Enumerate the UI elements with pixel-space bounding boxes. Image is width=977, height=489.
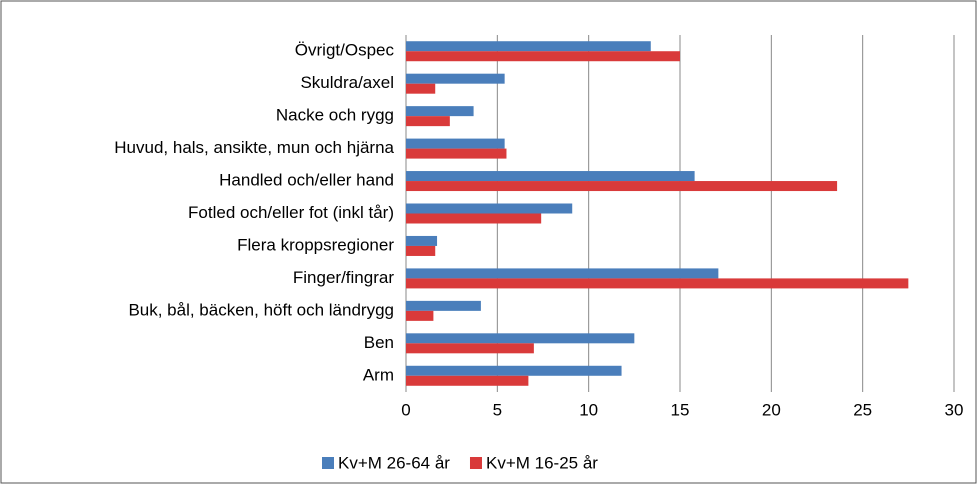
legend-label: Kv+M 16-25 år (486, 453, 598, 472)
y-tick-label: Övrigt/Ospec (295, 41, 395, 60)
legend-swatch (469, 457, 482, 469)
bar (406, 343, 534, 354)
bar (406, 106, 474, 117)
x-tick-label: 10 (579, 400, 598, 419)
bar (406, 235, 438, 246)
bar (406, 213, 542, 224)
bar (406, 333, 635, 344)
y-tick-label: Arm (363, 365, 394, 384)
y-tick-label: Buk, bål, bäcken, höft och ländrygg (128, 300, 394, 319)
y-tick-label: Fotled och/eller fot (inkl tår) (188, 203, 394, 222)
y-tick-label: Flera kroppsregioner (237, 235, 394, 254)
y-tick-label: Handled och/eller hand (219, 171, 394, 190)
bar (406, 365, 622, 376)
bar (406, 83, 436, 94)
x-tick-label: 20 (762, 400, 781, 419)
y-tick-label: Ben (364, 333, 394, 352)
bar (406, 203, 573, 214)
bar (406, 138, 505, 149)
bar (406, 245, 436, 256)
legend-label: Kv+M 26-64 år (338, 453, 450, 472)
legend-swatch (322, 457, 334, 469)
bar (406, 300, 481, 311)
y-tick-label: Finger/fingrar (293, 268, 394, 287)
bar (406, 116, 450, 127)
x-tick-label: 5 (493, 400, 502, 419)
x-tick-label: 0 (401, 400, 410, 419)
bar (406, 278, 909, 289)
y-tick-label: Huvud, hals, ansikte, mun och hjärna (114, 138, 394, 157)
bar (406, 268, 719, 279)
y-tick-label: Skuldra/axel (300, 73, 394, 92)
bar (406, 375, 529, 386)
bar (406, 41, 651, 52)
y-tick-label: Nacke och rygg (276, 106, 394, 125)
bar (406, 148, 507, 159)
bar (406, 181, 838, 192)
bar (406, 73, 505, 84)
bar (406, 171, 695, 182)
bar (406, 51, 680, 62)
bar (406, 310, 434, 321)
x-tick-label: 25 (853, 400, 872, 419)
x-tick-label: 15 (671, 400, 690, 419)
x-tick-label: 30 (945, 400, 964, 419)
